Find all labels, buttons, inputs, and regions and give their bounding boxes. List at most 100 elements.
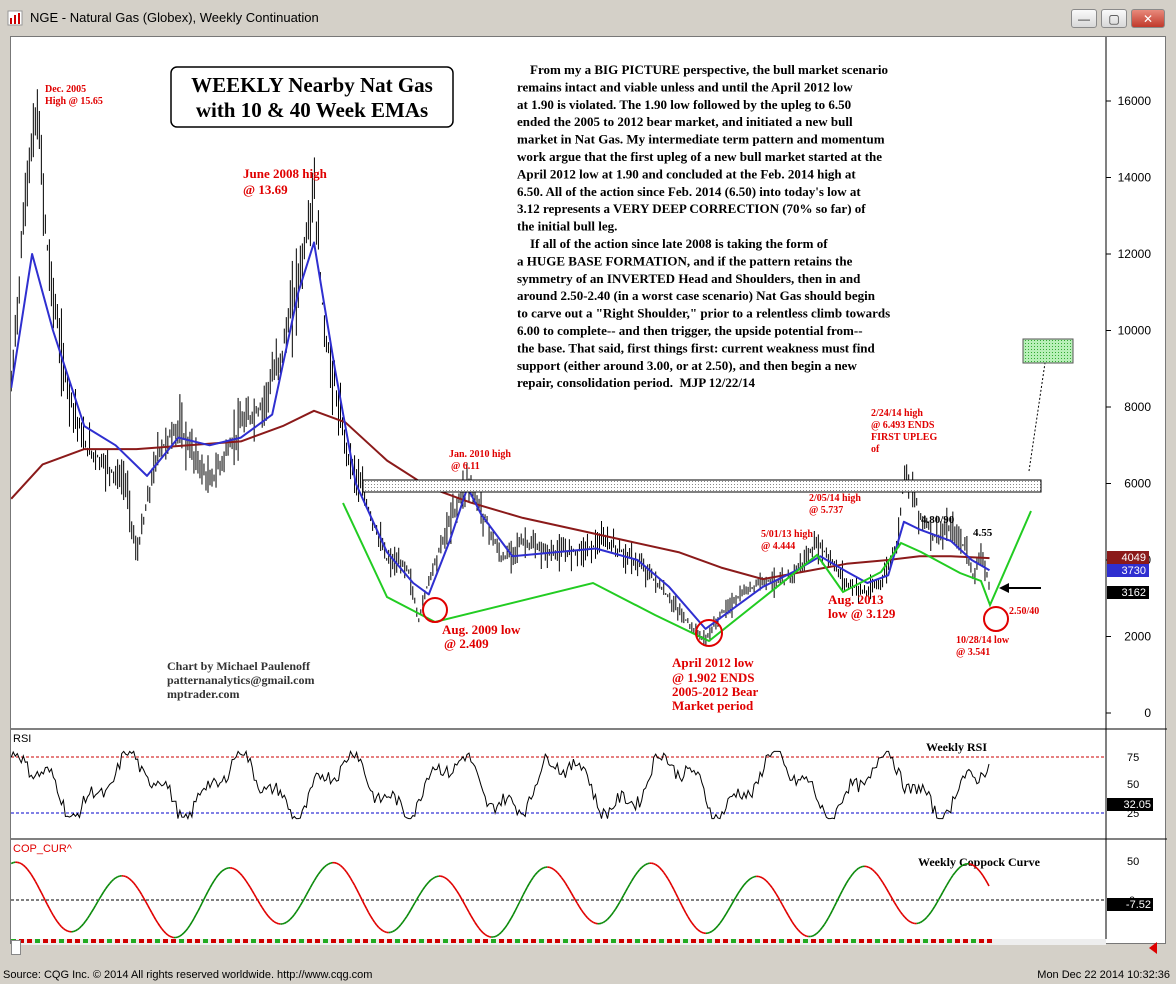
coppock-segment	[113, 877, 117, 881]
coppock-segment	[193, 914, 197, 919]
scroll-right-icon[interactable]	[1145, 940, 1161, 956]
coppock-segment	[532, 874, 536, 878]
target-projection-line	[1028, 362, 1046, 472]
y-tick-label: 8000	[1124, 400, 1151, 414]
coppock-segment	[841, 886, 846, 891]
coppock-segment	[691, 922, 695, 926]
apr2012-label-3: 2005-2012 Bear	[672, 684, 759, 699]
chart-window[interactable]: 0200040006000800010000120001400016000 WE…	[10, 36, 1167, 945]
coppock-segment	[183, 930, 187, 934]
coppock-segment	[179, 934, 183, 937]
coppock-segment	[543, 866, 546, 869]
coppock-segment	[195, 910, 199, 916]
coppock-segment	[486, 935, 490, 938]
coppock-segment	[448, 880, 452, 884]
coppock-segment	[877, 875, 882, 880]
coppock-segment	[293, 911, 297, 916]
coppock-segment	[153, 915, 157, 921]
coppock-segment	[243, 877, 247, 882]
coppock-segment	[338, 863, 341, 867]
coppock-segment	[353, 884, 358, 890]
coppock-segment	[630, 877, 635, 882]
coppock-segment	[540, 867, 544, 870]
coppock-segment	[231, 867, 235, 870]
coppock-segment	[839, 890, 844, 895]
coppock-segment	[402, 918, 406, 923]
maximize-button[interactable]: ▢	[1101, 9, 1127, 28]
x-tick-label: 2008	[265, 944, 292, 945]
coppock-segment	[912, 922, 915, 925]
coppock-segment	[365, 908, 370, 913]
commentary-line: If all of the action since late 2008 is …	[517, 236, 828, 251]
coppock-segment	[589, 919, 592, 922]
coppock-segment	[823, 920, 828, 925]
coppock-segment	[958, 865, 962, 869]
close-button[interactable]: ✕	[1131, 9, 1165, 28]
coppock-segment	[885, 888, 890, 893]
oct2014-label-2: @ 3.541	[956, 647, 990, 658]
aug2013-label-2: low @ 3.129	[828, 606, 896, 621]
coppock-segment	[837, 894, 842, 899]
coppock-segment	[373, 921, 378, 926]
coppock-segment	[948, 878, 952, 883]
coppock-segment	[601, 921, 604, 924]
coppock-segment	[871, 869, 876, 873]
coppock-segment	[48, 908, 53, 913]
coppock-segment	[713, 927, 717, 931]
coppock-segment	[406, 912, 410, 917]
coppock-segment	[470, 915, 474, 920]
coppock-segment	[442, 875, 446, 879]
coppock-segment	[500, 929, 504, 934]
coppock-segment	[504, 924, 508, 929]
coppock-segment	[928, 911, 932, 916]
coppock-segment	[853, 869, 858, 873]
coppock-segment	[115, 876, 118, 879]
coppock-segment	[420, 889, 424, 894]
coppock-segment	[717, 922, 721, 927]
coppock-segment	[355, 888, 360, 894]
coppock-segment	[428, 879, 432, 883]
commentary-line: repair, consolidation period. MJP 12/22/…	[517, 375, 755, 390]
ema10-price-tag-text: 3730	[1122, 565, 1146, 577]
coppock-segment	[18, 862, 22, 865]
coppock-segment	[584, 914, 589, 919]
coppock-segment	[514, 906, 518, 912]
coppock-segment	[891, 898, 896, 904]
coppock-segment	[52, 915, 57, 920]
coppock-segment	[593, 921, 596, 925]
chart-canvas[interactable]: 0200040006000800010000120001400016000 WE…	[11, 37, 1167, 945]
coppock-segment	[578, 906, 583, 911]
apr2012-label-2: @ 1.902 ENDS	[672, 670, 755, 685]
coppock-segment	[189, 921, 193, 926]
minimize-button[interactable]: —	[1071, 9, 1097, 28]
coppock-segment	[962, 863, 966, 866]
coppock-segment	[215, 874, 219, 879]
coppock-segment	[36, 884, 41, 890]
coppock-segment	[757, 875, 761, 878]
close-icon: ✕	[1142, 12, 1154, 26]
resistance-zone	[362, 479, 1042, 493]
scroll-handle[interactable]	[11, 940, 21, 955]
dec2005-label-1: Dec. 2005	[45, 84, 86, 95]
coppock-segment	[827, 913, 832, 919]
coppock-segment	[347, 874, 352, 879]
coppock-segment	[17, 861, 20, 864]
coppock-segment	[893, 902, 898, 907]
coppock-segment	[622, 891, 627, 896]
coppock-segment	[129, 878, 133, 882]
coppock-segment	[659, 867, 663, 871]
ema40-line	[11, 409, 990, 581]
coppock-segment	[263, 910, 267, 914]
coppock-segment	[380, 928, 384, 932]
coppock-segment	[466, 908, 470, 913]
commentary-line: at 1.90 is violated. The 1.90 low follow…	[517, 97, 851, 112]
coppock-segment	[677, 897, 681, 902]
coppock-segment	[430, 877, 434, 881]
coppock-segment	[371, 918, 376, 923]
coppock-segment	[313, 876, 318, 881]
coppock-segment	[574, 899, 579, 904]
coppock-segment	[524, 886, 528, 892]
coppock-segment	[211, 880, 215, 885]
y-tick-label: 12000	[1118, 247, 1152, 261]
minimize-icon: —	[1078, 12, 1090, 26]
